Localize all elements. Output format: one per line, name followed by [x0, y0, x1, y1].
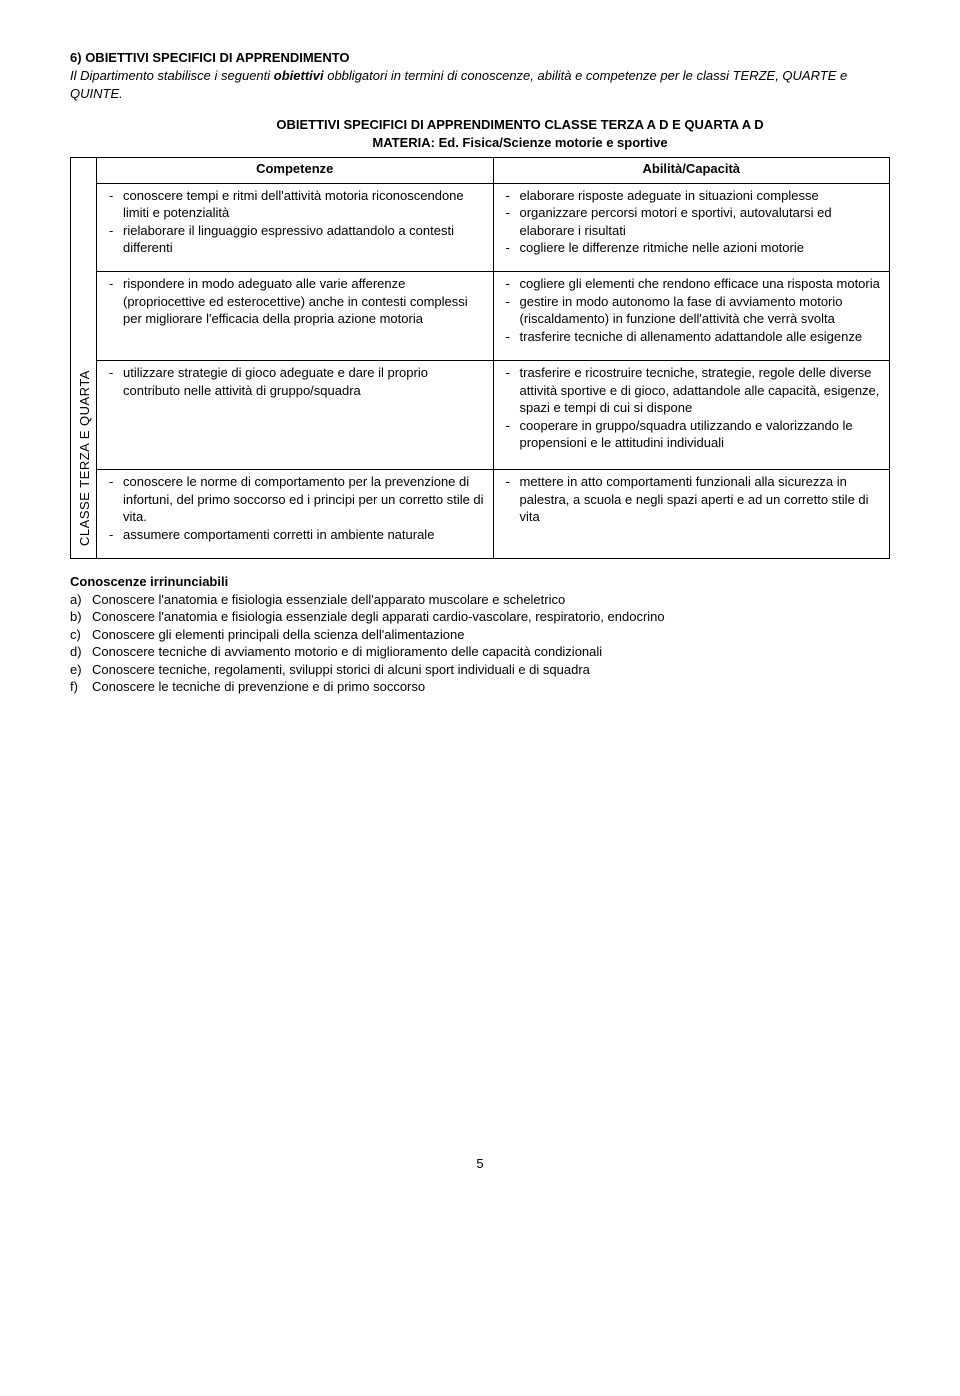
conoscenze-title: Conoscenze irrinunciabili — [70, 573, 890, 591]
conoscenze-section: Conoscenze irrinunciabili a)Conoscere l'… — [70, 573, 890, 696]
abilita-list-1: cogliere gli elementi che rendono effica… — [504, 275, 884, 345]
list-item: f)Conoscere le tecniche di prevenzione e… — [70, 678, 890, 696]
boxed-line-1: OBIETTIVI SPECIFICI DI APPRENDIMENTO CLA… — [150, 116, 890, 134]
competenze-list-1: rispondere in modo adeguato alle varie a… — [107, 275, 487, 328]
section-number: 6) — [70, 50, 82, 65]
section-title: OBIETTIVI SPECIFICI DI APPRENDIMENTO — [85, 50, 349, 65]
table-row: conoscere tempi e ritmi dell'attività mo… — [71, 183, 890, 272]
list-item: c)Conoscere gli elementi principali dell… — [70, 626, 890, 644]
competenze-list-0: conoscere tempi e ritmi dell'attività mo… — [107, 187, 487, 257]
intro-text-before: Il Dipartimento stabilisce i seguenti — [70, 68, 274, 83]
intro-bold: obiettivi — [274, 68, 324, 83]
list-item: cogliere gli elementi che rendono effica… — [504, 275, 884, 293]
list-item: elaborare risposte adeguate in situazion… — [504, 187, 884, 205]
conoscenze-list: a)Conoscere l'anatomia e fisiologia esse… — [70, 591, 890, 696]
vertical-label: CLASSE TERZA E QUARTA — [0, 445, 184, 471]
abilita-list-0: elaborare risposte adeguate in situazion… — [504, 187, 884, 257]
col-header-abilita: Abilità/Capacità — [493, 158, 890, 183]
abilita-list-2: trasferire e ricostruire tecniche, strat… — [504, 364, 884, 452]
table-row: conoscere le norme di comportamento per … — [71, 470, 890, 559]
table-row: rispondere in modo adeguato alle varie a… — [71, 272, 890, 361]
list-item: mettere in atto comportamenti funzionali… — [504, 473, 884, 526]
abilita-list-3: mettere in atto comportamenti funzionali… — [504, 473, 884, 526]
document-page: 6) OBIETTIVI SPECIFICI DI APPRENDIMENTO … — [0, 0, 960, 1201]
list-item: assumere comportamenti corretti in ambie… — [107, 526, 487, 544]
list-item: trasferire e ricostruire tecniche, strat… — [504, 364, 884, 417]
competenze-list-3: conoscere le norme di comportamento per … — [107, 473, 487, 543]
list-item: utilizzare strategie di gioco adeguate e… — [107, 364, 487, 399]
list-item: gestire in modo autonomo la fase di avvi… — [504, 293, 884, 328]
page-number: 5 — [70, 1156, 890, 1171]
vertical-label-cell: CLASSE TERZA E QUARTA — [71, 158, 97, 559]
list-item: rielaborare il linguaggio espressivo ada… — [107, 222, 487, 257]
list-item: a)Conoscere l'anatomia e fisiologia esse… — [70, 591, 890, 609]
list-item: b)Conoscere l'anatomia e fisiologia esse… — [70, 608, 890, 626]
list-item: rispondere in modo adeguato alle varie a… — [107, 275, 487, 328]
competenze-list-2: utilizzare strategie di gioco adeguate e… — [107, 364, 487, 399]
col-header-competenze: Competenze — [97, 158, 494, 183]
objectives-table: CLASSE TERZA E QUARTA Competenze Abilità… — [70, 157, 890, 559]
list-item: conoscere tempi e ritmi dell'attività mo… — [107, 187, 487, 222]
list-item: trasferire tecniche di allenamento adatt… — [504, 328, 884, 346]
list-item: d)Conoscere tecniche di avviamento motor… — [70, 643, 890, 661]
list-item: cogliere le differenze ritmiche nelle az… — [504, 239, 884, 257]
boxed-line-2: MATERIA: Ed. Fisica/Scienze motorie e sp… — [150, 134, 890, 152]
section-heading: 6) OBIETTIVI SPECIFICI DI APPRENDIMENTO — [70, 50, 890, 65]
list-item: organizzare percorsi motori e sportivi, … — [504, 204, 884, 239]
list-item: e)Conoscere tecniche, regolamenti, svilu… — [70, 661, 890, 679]
boxed-title: OBIETTIVI SPECIFICI DI APPRENDIMENTO CLA… — [70, 116, 890, 151]
section-intro: Il Dipartimento stabilisce i seguenti ob… — [70, 67, 890, 102]
list-item: conoscere le norme di comportamento per … — [107, 473, 487, 526]
table-row: utilizzare strategie di gioco adeguate e… — [71, 361, 890, 470]
list-item: cooperare in gruppo/squadra utilizzando … — [504, 417, 884, 452]
